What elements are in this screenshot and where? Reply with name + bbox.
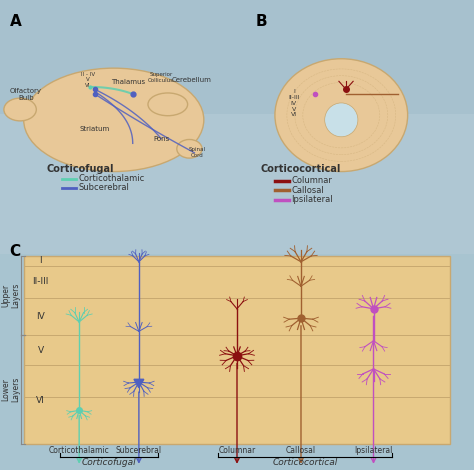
Text: V: V: [38, 345, 44, 355]
Bar: [0, 0, 474, 13]
Bar: [0, 0, 474, 254]
Text: Columnar: Columnar: [219, 446, 255, 455]
Bar: [0, 114, 474, 127]
Text: Corticocortical: Corticocortical: [273, 458, 338, 468]
Text: Corticothalamic: Corticothalamic: [78, 174, 145, 183]
Text: C: C: [9, 244, 20, 259]
Ellipse shape: [275, 59, 408, 172]
Text: Corticofugal: Corticofugal: [47, 164, 114, 174]
Text: Superior
Colliculus: Superior Colliculus: [148, 72, 174, 83]
Bar: [0, 89, 474, 102]
Bar: [0, 178, 474, 190]
Text: I
II-III
IV
V
VI: I II-III IV V VI: [288, 89, 300, 118]
Text: B: B: [256, 14, 268, 29]
Text: Columnar: Columnar: [292, 176, 332, 186]
Bar: [0, 216, 474, 228]
Ellipse shape: [4, 98, 36, 121]
Text: Subcerebral: Subcerebral: [116, 446, 162, 455]
Text: Cerebellum: Cerebellum: [172, 77, 212, 83]
Bar: [0, 165, 474, 178]
Bar: [0, 38, 474, 51]
Text: Subcerebral: Subcerebral: [78, 183, 129, 193]
Text: I: I: [39, 256, 42, 266]
Text: Spinal
Cord: Spinal Cord: [188, 148, 205, 158]
Ellipse shape: [177, 140, 202, 158]
Text: Callosal: Callosal: [292, 186, 324, 195]
Text: Pons: Pons: [153, 136, 169, 141]
Bar: [24, 256, 450, 444]
Ellipse shape: [148, 93, 188, 116]
Bar: [0, 25, 474, 38]
Bar: [0, 76, 474, 89]
Text: Corticothalamic: Corticothalamic: [49, 446, 109, 455]
Text: A: A: [9, 14, 21, 29]
Text: II-III: II-III: [33, 277, 49, 286]
Bar: [0, 140, 474, 152]
Bar: [0, 190, 474, 203]
Text: IV: IV: [36, 312, 45, 321]
Bar: [0, 241, 474, 254]
Text: Callosal: Callosal: [286, 446, 316, 455]
Text: VI: VI: [36, 396, 45, 406]
Text: Ipsilateral: Ipsilateral: [292, 195, 333, 204]
Bar: [0, 51, 474, 63]
Bar: [0, 102, 474, 114]
Text: Striatum: Striatum: [80, 126, 110, 132]
Text: Corticofugal: Corticofugal: [82, 458, 137, 468]
Text: Corticocortical: Corticocortical: [261, 164, 341, 174]
Bar: [0, 63, 474, 76]
Text: Lower
Layers: Lower Layers: [1, 377, 20, 402]
Text: Upper
Layers: Upper Layers: [1, 283, 20, 308]
Bar: [0, 127, 474, 140]
Text: Ipsilateral: Ipsilateral: [355, 446, 392, 455]
Text: Thalamus: Thalamus: [111, 79, 145, 85]
Ellipse shape: [24, 68, 204, 172]
Bar: [0, 203, 474, 216]
Bar: [0, 228, 474, 241]
Bar: [0, 13, 474, 25]
Ellipse shape: [325, 103, 358, 137]
Text: Olfactory
Bulb: Olfactory Bulb: [10, 87, 42, 101]
Text: II - IV
V
VI: II - IV V VI: [81, 71, 95, 88]
Bar: [0, 152, 474, 165]
